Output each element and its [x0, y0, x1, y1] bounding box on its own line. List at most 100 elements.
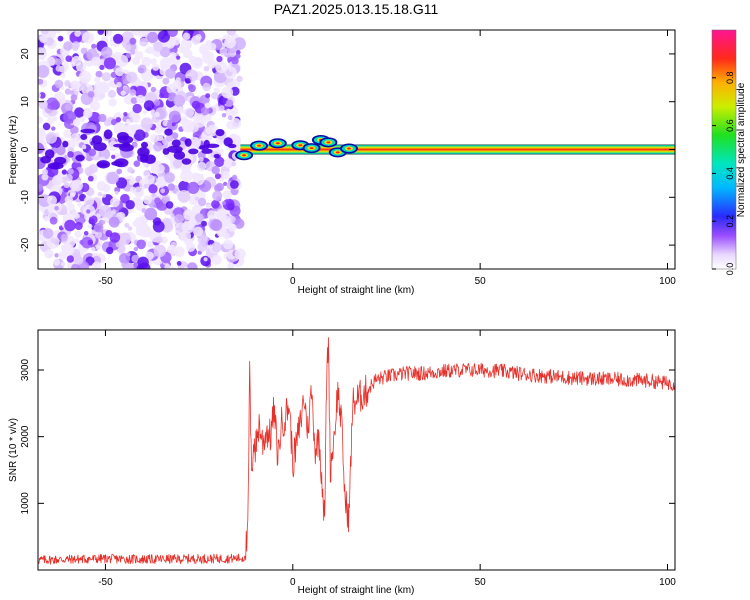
spectrogram-cell [142, 169, 151, 178]
spectrogram-cell [98, 113, 107, 123]
spectrogram-cell [39, 35, 48, 43]
spectrogram-cell [92, 88, 106, 101]
spectrogram-cell [97, 192, 103, 197]
spectrogram-cell [216, 55, 223, 63]
spectrogram-cell [166, 134, 173, 142]
spectrogram-cell [169, 52, 177, 59]
spectrogram-cell [38, 78, 44, 85]
spectrogram-cell [168, 92, 176, 100]
spectrogram-cell [191, 57, 203, 69]
spectrogram-cell [94, 76, 101, 83]
spectrogram-cell [63, 110, 77, 124]
spectrogram-cell [116, 54, 129, 67]
spectrogram-cell [132, 142, 138, 148]
snr-frame [37, 329, 676, 571]
spectrogram-cell [124, 222, 130, 228]
spectrogram-cell [231, 161, 237, 167]
spectrogram-cell [228, 223, 237, 232]
spectrogram-cell [80, 47, 88, 55]
spectrogram-cell [173, 94, 186, 107]
spectrogram-cell [97, 30, 104, 35]
spectrogram-cell [205, 143, 220, 148]
snr-x-tick-label: 50 [475, 577, 487, 588]
spectrogram-cell [186, 262, 198, 269]
spectrogram-cell [99, 205, 112, 218]
spectrogram-cell [103, 57, 116, 70]
spectrogram-cell [183, 209, 195, 221]
spectrogram-cell [160, 236, 168, 244]
spectrogram-cell [63, 129, 72, 138]
snr-x-ticks: -50 0 50 100 [98, 330, 676, 588]
spectrogram-cell [188, 84, 196, 93]
spectrogram-cell [51, 126, 56, 131]
spectrogram-cell [144, 207, 158, 221]
spectrogram-cell [108, 80, 116, 87]
spectrogram-cell [226, 30, 236, 36]
spectrogram-y-tick-label: 20 [20, 48, 31, 60]
spectrogram-cell [87, 239, 94, 246]
snr-x-tick-label: 0 [290, 577, 296, 588]
spectrogram-cell [137, 147, 150, 157]
spectrogram-cell [208, 244, 213, 249]
spectrogram-cell [129, 113, 139, 123]
spectrogram-cell [221, 113, 227, 118]
spectrogram-cell [39, 92, 46, 99]
spectrogram-cell [148, 184, 158, 194]
spectrogram-cell [71, 55, 82, 67]
spectrogram-cell [74, 30, 81, 37]
spectrogram-cell [71, 179, 83, 192]
tone-blob-peak [242, 154, 247, 157]
spectrogram-cell [136, 239, 146, 250]
spectrogram-cell [43, 216, 50, 222]
spectrogram-y-axis-label: Frequency (Hz) [8, 116, 19, 185]
spectrogram-cell [60, 233, 69, 242]
spectrogram-cell [38, 116, 43, 124]
spectrogram-cell [113, 122, 127, 136]
spectrogram-cell [72, 118, 81, 127]
spectrogram-x-tick-label: 50 [475, 276, 487, 287]
spectrogram-cell [215, 182, 224, 192]
spectrogram-cell [83, 231, 89, 236]
spectrogram-cell [198, 173, 204, 180]
spectrogram-cell [194, 196, 199, 201]
spectrogram-cell [103, 129, 113, 140]
spectrogram-cell [167, 145, 183, 153]
spectrogram-cell [133, 216, 147, 229]
spectrogram-cell [202, 82, 211, 92]
snr-frame-border [37, 329, 676, 571]
spectrogram-cell [102, 193, 107, 198]
spectrogram-cell [171, 37, 181, 46]
spectrogram-cell [87, 224, 93, 229]
spectrogram-cell [57, 35, 64, 42]
spectrogram-cell [221, 201, 226, 205]
spectrogram-cell [147, 241, 154, 248]
spectrogram-cell [176, 55, 181, 60]
spectrogram-cell [181, 119, 195, 133]
spectrogram-cell [38, 65, 50, 78]
spectrogram-cell [199, 44, 210, 55]
spectrogram-cell [71, 210, 79, 218]
spectrogram-cell [222, 190, 232, 200]
spectrogram-cell [67, 168, 74, 175]
spectrogram-cell [118, 232, 132, 245]
spectrogram-cell [155, 176, 167, 188]
spectrogram-x-axis-label: Height of straight line (km) [298, 285, 415, 296]
spectrogram-cell [198, 72, 204, 78]
spectrogram-cell [91, 43, 97, 49]
spectrogram-cell [168, 110, 181, 123]
spectrogram-cell [60, 208, 68, 216]
spectrogram-cell [169, 157, 183, 170]
spectrogram-cell [116, 168, 122, 175]
spectrogram-cell [154, 197, 161, 205]
spectrogram-cell [171, 266, 176, 269]
spectrogram-cell [42, 122, 51, 131]
spectrogram-cell [156, 134, 164, 142]
spectrogram-cell [54, 205, 59, 211]
spectrogram-cell [223, 158, 234, 169]
spectrogram-cell [63, 41, 73, 51]
spectrogram-cell [91, 135, 103, 145]
spectrogram-cell [74, 238, 80, 244]
spectrogram-cell [159, 46, 171, 58]
spectrogram-cell [186, 242, 196, 252]
spectrogram-cell [167, 183, 176, 191]
